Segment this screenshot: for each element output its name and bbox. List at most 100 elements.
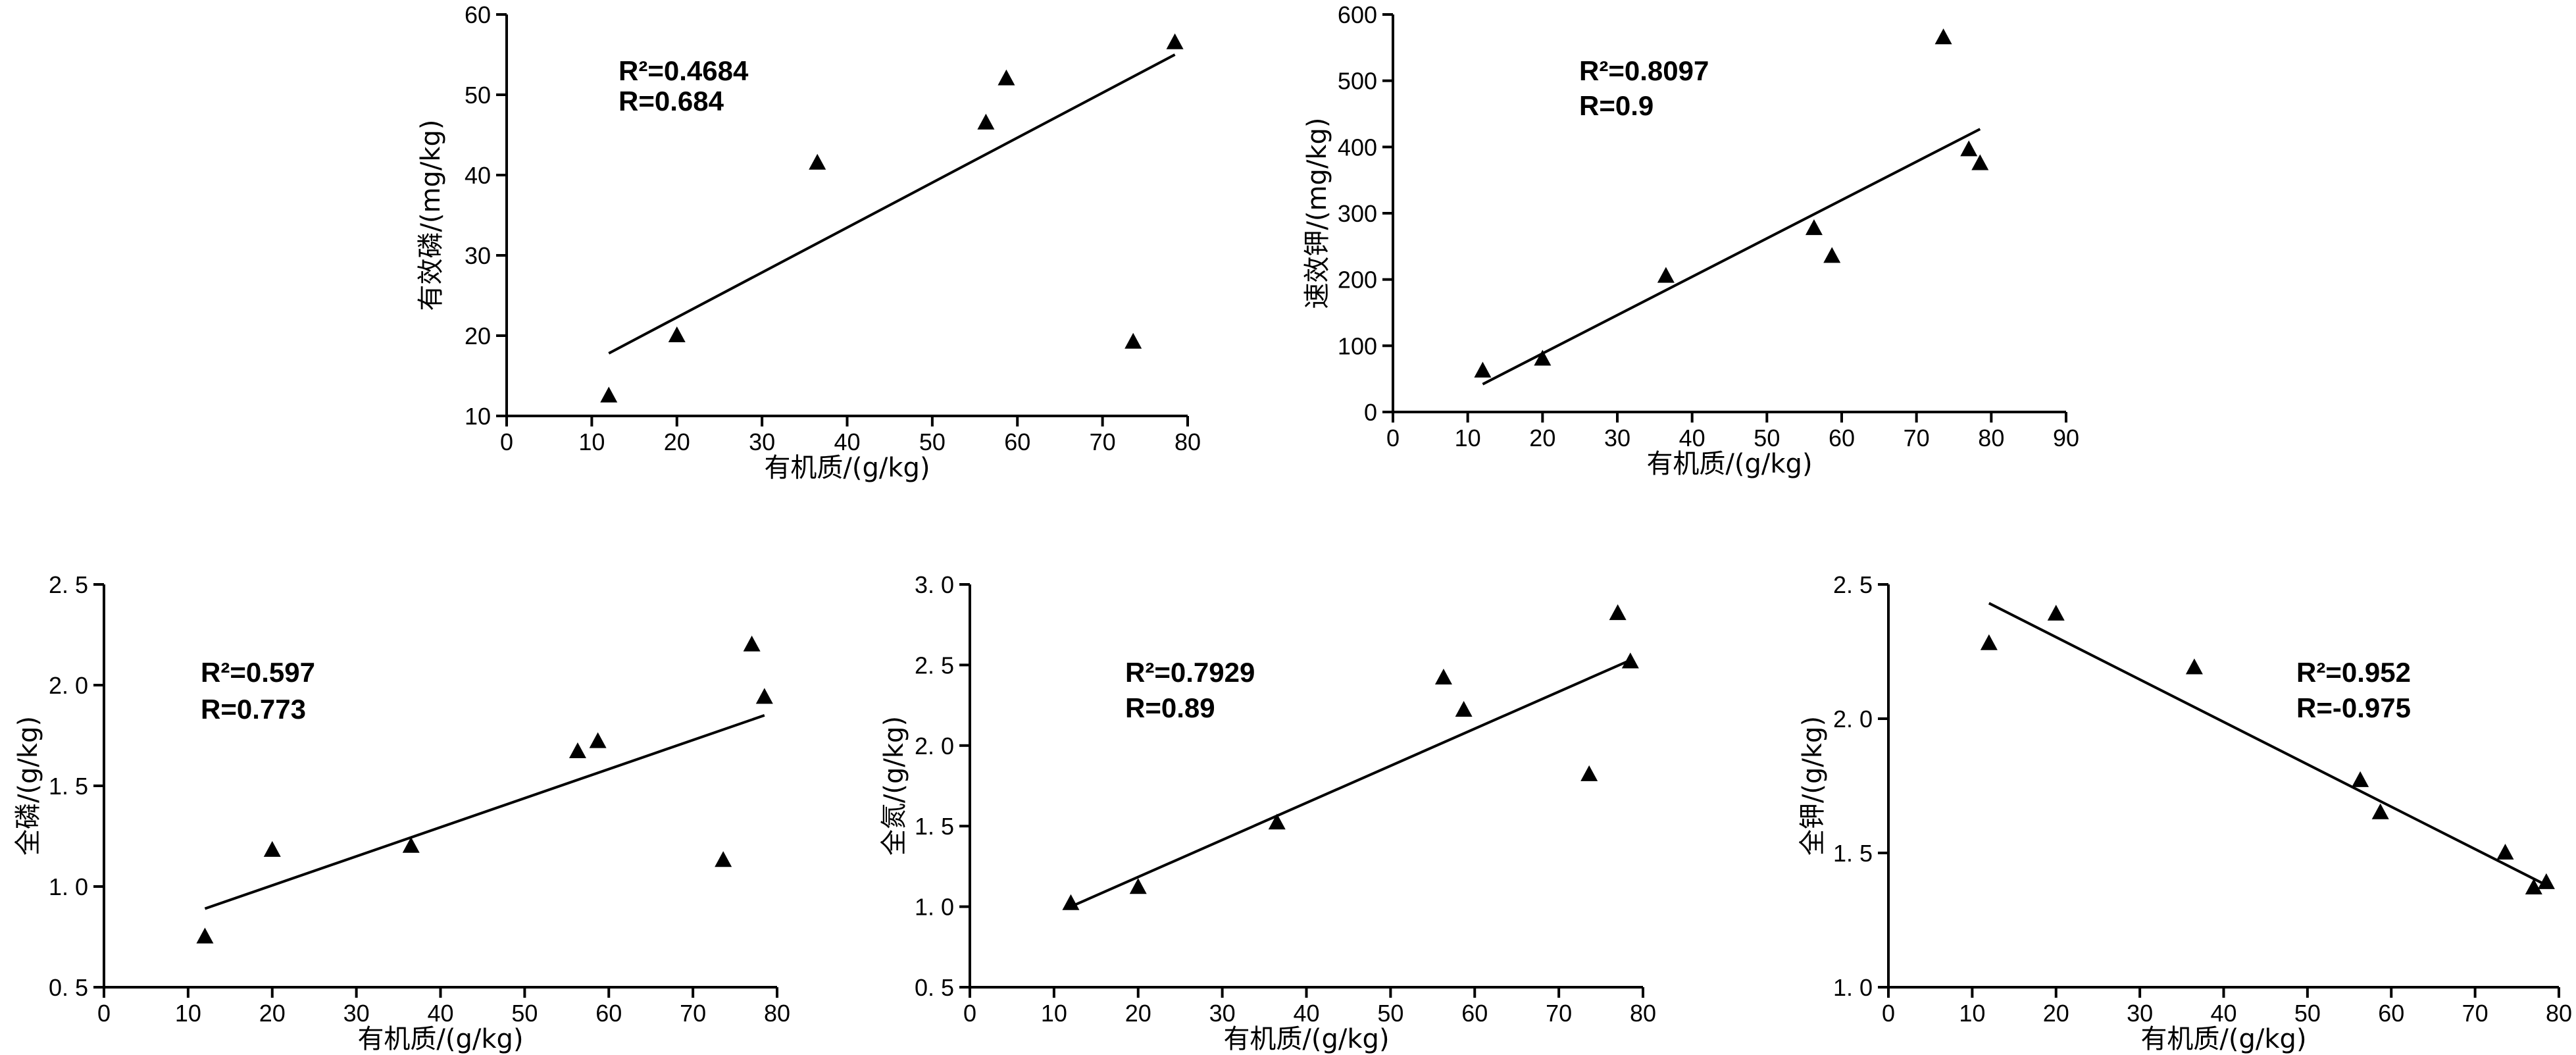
x-tick-label: 30 xyxy=(749,428,775,455)
data-point-marker xyxy=(2185,658,2203,675)
panel-total-nitrogen: 0 10 20 30 40 50 60 70 80 0. 5 1. 0 1. 5 2. 0 2. 5 3. … xyxy=(879,571,1656,1054)
data-point-marker xyxy=(1124,332,1142,349)
regression-line xyxy=(204,714,765,910)
y-axis-label: 全氮/(g/kg) xyxy=(879,716,909,856)
data-point-marker xyxy=(1455,700,1473,717)
correlation-label: R=-0.975 xyxy=(2296,692,2411,723)
x-tick-label: 50 xyxy=(1377,1000,1403,1027)
x-tick-label: 40 xyxy=(1293,1000,1319,1027)
x-tick-label: 20 xyxy=(259,1000,286,1027)
y-tick-label: 1. 5 xyxy=(1833,840,1873,867)
y-tick-label: 50 xyxy=(465,82,491,109)
x-tick-label: 40 xyxy=(427,1000,453,1027)
y-tick-label: 2. 0 xyxy=(49,672,88,699)
x-tick-label: 30 xyxy=(1209,1000,1236,1027)
data-point-marker xyxy=(1823,247,1841,263)
y-tick-label: 300 xyxy=(1338,200,1377,227)
x-tick-label: 40 xyxy=(2210,1000,2236,1027)
panel-available-phosphorus: 0 10 20 30 40 50 60 70 80 10 20 30 40 50 60 有机质/(g/kg) 有… xyxy=(416,1,1201,483)
y-tick-label: 0. 5 xyxy=(49,974,88,1001)
x-tick-label: 80 xyxy=(764,1000,790,1027)
data-point-marker xyxy=(755,688,773,704)
regression-line xyxy=(1988,602,2547,887)
x-tick-label: 70 xyxy=(2462,1000,2488,1027)
y-tick-label: 10 xyxy=(465,403,491,430)
x-tick-label: 40 xyxy=(1679,425,1705,451)
x-tick-label: 80 xyxy=(1978,425,2004,451)
x-axis-label: 有机质/(g/kg) xyxy=(2140,1024,2306,1054)
r-squared-label: R²=0.952 xyxy=(2296,657,2411,688)
correlation-label: R=0.684 xyxy=(619,86,724,116)
x-tick-label: 20 xyxy=(1529,425,1555,451)
y-tick-label: 2. 0 xyxy=(915,733,954,759)
y-tick-label: 2. 0 xyxy=(1833,706,1873,733)
y-tick-label: 400 xyxy=(1338,134,1377,161)
x-tick-label: 20 xyxy=(2043,1000,2069,1027)
data-point-marker xyxy=(2371,803,2389,819)
y-tick-label: 200 xyxy=(1338,267,1377,294)
y-tick-label: 0 xyxy=(1364,399,1377,426)
data-point-marker xyxy=(2525,879,2542,895)
data-point-marker xyxy=(1534,349,1552,366)
y-axis-label: 有效磷/(mg/kg) xyxy=(416,119,446,311)
r-squared-label: R²=0.597 xyxy=(201,657,315,688)
y-tick-label: 600 xyxy=(1338,1,1377,28)
y-axis-label: 全钾/(g/kg) xyxy=(1798,716,1828,856)
r-squared-label: R²=0.8097 xyxy=(1579,55,1709,86)
x-tick-label: 60 xyxy=(1004,428,1030,455)
y-tick-label: 500 xyxy=(1338,68,1377,95)
y-tick-label: 30 xyxy=(465,242,491,269)
y-tick-label: 0. 5 xyxy=(915,974,954,1001)
data-point-marker xyxy=(809,153,826,170)
x-tick-label: 20 xyxy=(1125,1000,1151,1027)
x-tick-label: 90 xyxy=(2053,425,2079,451)
data-point-marker xyxy=(196,927,214,944)
y-tick-label: 1. 0 xyxy=(1833,974,1873,1001)
data-point-marker xyxy=(1657,267,1675,283)
x-tick-label: 60 xyxy=(1461,1000,1488,1027)
y-tick-label: 1. 5 xyxy=(915,813,954,840)
data-point-marker xyxy=(977,113,995,130)
correlation-label: R=0.9 xyxy=(1579,90,1654,121)
x-tick-label: 80 xyxy=(1174,428,1201,455)
x-tick-label: 80 xyxy=(2546,1000,2572,1027)
x-tick-label: 10 xyxy=(578,428,605,455)
axes-frame xyxy=(103,584,777,989)
data-point-marker xyxy=(1609,604,1627,621)
y-tick-label: 100 xyxy=(1338,332,1377,359)
y-tick-label: 2. 5 xyxy=(915,652,954,679)
y-tick-label: 40 xyxy=(465,162,491,189)
axes-frame xyxy=(969,584,1643,989)
x-tick-label: 10 xyxy=(175,1000,201,1027)
regression-line xyxy=(608,53,1176,355)
x-tick-label: 70 xyxy=(1904,425,1930,451)
x-tick-label: 30 xyxy=(2127,1000,2153,1027)
x-axis-label: 有机质/(g/kg) xyxy=(1223,1024,1389,1054)
x-tick-label: 0 xyxy=(1386,425,1400,451)
x-tick-label: 60 xyxy=(595,1000,622,1027)
data-point-marker xyxy=(2537,873,2555,889)
data-point-marker xyxy=(2496,844,2514,860)
x-tick-label: 0 xyxy=(1882,1000,1895,1027)
correlation-label: R=0.773 xyxy=(201,694,306,725)
data-point-marker xyxy=(589,732,607,748)
correlation-label: R=0.89 xyxy=(1125,692,1215,723)
x-tick-label: 70 xyxy=(1090,428,1116,455)
y-tick-label: 60 xyxy=(465,1,491,28)
y-tick-label: 3. 0 xyxy=(915,571,954,598)
y-tick-label: 2. 5 xyxy=(49,571,88,598)
axes-frame xyxy=(1392,14,2066,413)
data-point-marker xyxy=(263,840,281,857)
data-point-marker xyxy=(1166,33,1184,49)
y-tick-label: 1. 0 xyxy=(49,873,88,900)
x-tick-label: 60 xyxy=(1829,425,1855,451)
x-tick-label: 50 xyxy=(2294,1000,2321,1027)
data-point-marker xyxy=(402,836,420,853)
data-point-marker xyxy=(1062,894,1080,910)
data-point-marker xyxy=(2352,771,2369,787)
panel-total-phosphorus: 0 10 20 30 40 50 60 70 80 0. 5 1. 0 1. 5 2. 0 2. 5 有机质… xyxy=(13,571,790,1054)
y-tick-label: 1. 5 xyxy=(49,773,88,800)
panel-total-potassium: 0 10 20 30 40 50 60 70 80 1. 0 1. 5 2. 0 2. 5 有机质/(g/… xyxy=(1798,571,2572,1054)
data-point-marker xyxy=(2047,604,2065,621)
